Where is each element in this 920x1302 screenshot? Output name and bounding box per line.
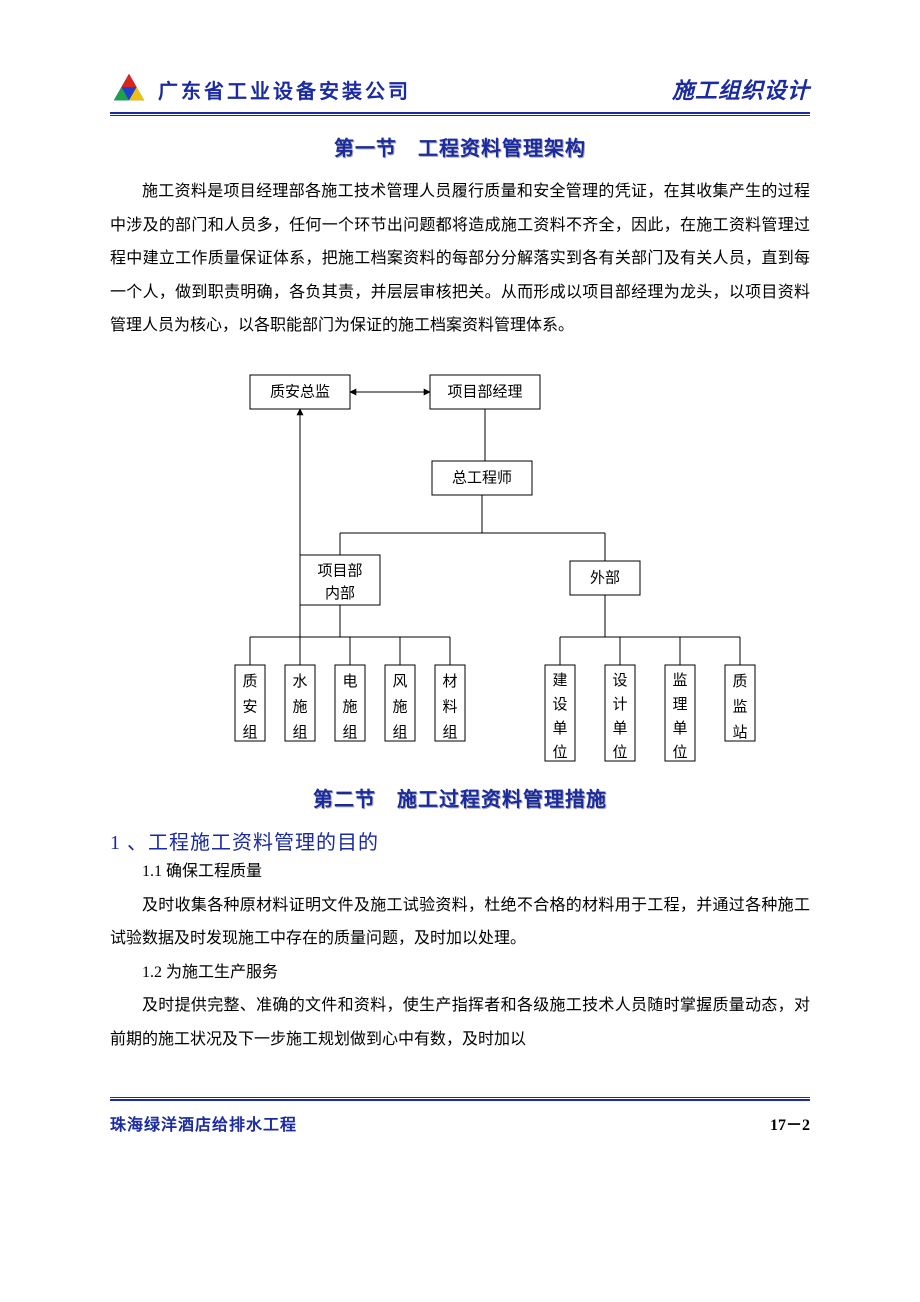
section2-1.1-head: 1.1 确保工程质量 — [110, 855, 810, 889]
svg-text:建: 建 — [552, 672, 567, 689]
svg-text:站: 站 — [732, 724, 747, 741]
footer-page: 17－2 — [770, 1111, 810, 1135]
section1-paragraph: 施工资料是项目经理部各施工技术管理人员履行质量和安全管理的凭证，在其收集产生的过… — [110, 175, 810, 343]
svg-text:单: 单 — [552, 720, 567, 737]
svg-text:外部: 外部 — [590, 569, 620, 586]
svg-text:项目部经理: 项目部经理 — [447, 383, 522, 400]
svg-text:施: 施 — [392, 698, 407, 715]
section2-1.2-head: 1.2 为施工生产服务 — [110, 956, 810, 990]
svg-text:单: 单 — [672, 720, 687, 737]
footer-rule — [110, 1097, 810, 1101]
company-logo-icon — [110, 70, 148, 108]
header-left: 广东省工业设备安装公司 — [110, 70, 411, 108]
header-rule — [110, 112, 810, 116]
svg-text:风: 风 — [392, 673, 407, 690]
document-type: 施工组织设计 — [672, 73, 810, 105]
section2-title: 第二节 施工过程资料管理措施 — [110, 783, 810, 812]
svg-text:监: 监 — [732, 698, 747, 715]
svg-text:组: 组 — [242, 724, 257, 741]
svg-text:施: 施 — [292, 698, 307, 715]
section2-1.1-p1-text: 及时收集各种原材料证明文件及施工试验资料，杜绝不合格的材料用于工程，并通过各种施… — [110, 897, 810, 948]
svg-text:组: 组 — [442, 724, 457, 741]
section2-1.2-p: 及时提供完整、准确的文件和资料，使生产指挥者和各级施工技术人员随时掌握质量动态，… — [110, 989, 810, 1056]
svg-text:质: 质 — [732, 673, 747, 690]
svg-text:计: 计 — [612, 696, 627, 713]
svg-text:质: 质 — [242, 673, 257, 690]
svg-text:项目部: 项目部 — [317, 562, 362, 579]
section2-h1: 1 、工程施工资料管理的目的 — [110, 826, 810, 855]
svg-text:质安总监: 质安总监 — [270, 383, 330, 400]
svg-text:理: 理 — [672, 697, 687, 713]
svg-text:位: 位 — [552, 744, 567, 761]
svg-text:总工程师: 总工程师 — [452, 469, 512, 486]
svg-text:位: 位 — [672, 744, 687, 761]
svg-text:施: 施 — [342, 698, 357, 715]
svg-text:内部: 内部 — [325, 585, 355, 602]
svg-text:单: 单 — [612, 720, 627, 737]
section2-1.1-p1: 及时收集各种原材料证明文件及施工试验资料，杜绝不合格的材料用于工程，并通过各种施… — [110, 889, 810, 956]
svg-text:组: 组 — [392, 724, 407, 741]
svg-text:材: 材 — [442, 673, 457, 690]
org-chart-diagram: 质安总监项目部经理总工程师项目部内部外部质安组水施组电施组风施组材料组建设单位设… — [130, 365, 790, 775]
svg-text:位: 位 — [612, 744, 627, 761]
section1-title: 第一节 工程资料管理架构 — [110, 132, 810, 161]
page-header: 广东省工业设备安装公司 施工组织设计 — [110, 70, 810, 108]
svg-text:监: 监 — [672, 672, 687, 689]
svg-text:电: 电 — [342, 673, 357, 690]
svg-text:组: 组 — [342, 724, 357, 741]
svg-text:水: 水 — [292, 673, 307, 690]
company-name: 广东省工业设备安装公司 — [158, 75, 411, 104]
svg-text:安: 安 — [242, 698, 257, 715]
footer-project: 珠海绿洋酒店给排水工程 — [110, 1111, 297, 1135]
page-footer: 珠海绿洋酒店给排水工程 17－2 — [110, 1111, 810, 1135]
svg-text:设: 设 — [612, 672, 627, 689]
svg-text:组: 组 — [292, 724, 307, 741]
svg-text:设: 设 — [552, 696, 567, 713]
svg-text:料: 料 — [442, 698, 457, 715]
